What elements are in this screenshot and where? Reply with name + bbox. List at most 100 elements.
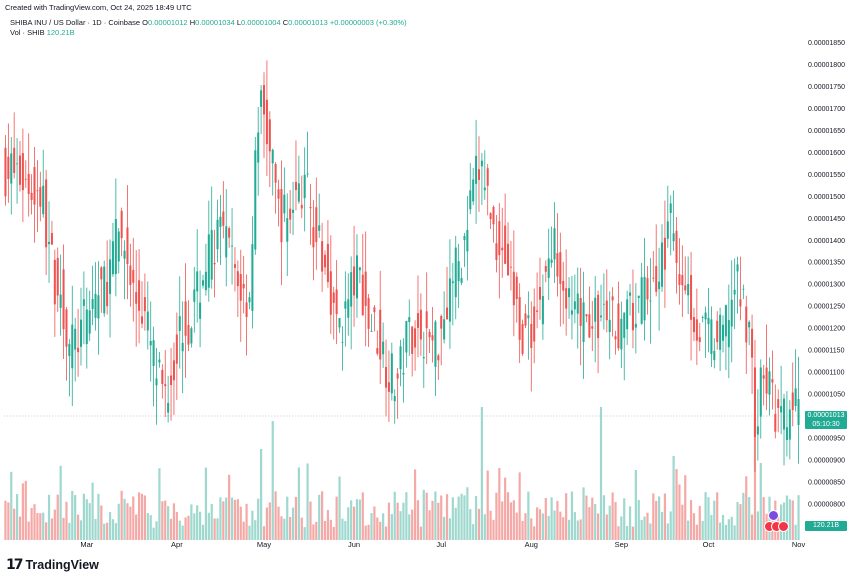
candle-body [727, 320, 730, 348]
candle-body [300, 204, 303, 209]
tradingview-brand[interactable]: 17 TradingView [6, 556, 99, 574]
candle-body [350, 272, 353, 307]
volume-bar [7, 502, 10, 540]
candle-body [77, 347, 80, 353]
volume-bar [306, 463, 309, 540]
candle-body [53, 259, 56, 305]
volume-bar [193, 513, 196, 540]
candle-body [414, 328, 417, 348]
candle-body [681, 275, 684, 286]
candle-body [379, 309, 382, 360]
volume-bar [347, 507, 350, 540]
volume-bar [297, 467, 300, 540]
volume-bar [323, 520, 327, 540]
volume-bar [196, 505, 199, 540]
volume-bar [161, 501, 164, 540]
candle-body [559, 252, 562, 284]
volume-bar [585, 495, 588, 540]
volume-bar [759, 463, 762, 540]
event-icon[interactable] [768, 510, 779, 521]
candle-body [565, 288, 568, 309]
candle-body [550, 259, 553, 263]
volume-bar [649, 523, 652, 540]
volume-bar [434, 491, 437, 540]
volume-bar [454, 507, 457, 540]
last-price-tag: 0.00001013 05:10:30 [805, 411, 847, 429]
volume-bar [370, 513, 373, 540]
volume-bar [727, 519, 730, 540]
candle-body [521, 323, 524, 354]
candle-body [713, 350, 716, 361]
price-tick-label: 0.00001600 [808, 150, 845, 157]
candle-body [524, 313, 527, 326]
candle-body [254, 150, 257, 250]
candle-body [745, 306, 748, 343]
volume-bar [634, 470, 637, 540]
volume-bar [596, 513, 600, 540]
volume-bar [248, 525, 251, 540]
candle-body [65, 309, 68, 347]
time-tick-label: Oct [703, 540, 716, 549]
price-tick-label: 0.00001550 [808, 172, 845, 179]
candle-body [207, 234, 210, 288]
volume-bar [283, 518, 286, 540]
volume-bar [562, 517, 565, 540]
volume-bar [15, 494, 19, 540]
candle-body [129, 265, 132, 285]
volume-bar [425, 492, 428, 540]
price-tick-label: 0.00000900 [808, 457, 845, 464]
candle-body [172, 360, 175, 381]
candle-body [277, 189, 280, 199]
volume-bar [565, 493, 568, 540]
price-tick-label: 0.00000800 [808, 501, 845, 508]
volume-bar [785, 495, 789, 540]
candle-body [637, 295, 640, 299]
volume-bar [33, 504, 36, 540]
candle-body [640, 277, 643, 324]
candle-body [416, 313, 419, 328]
candle-body [233, 264, 236, 268]
time-tick-label: Aug [525, 540, 538, 549]
volume-bar [181, 525, 184, 540]
volume-bar [463, 495, 466, 540]
volume-bar [457, 496, 460, 540]
candle-body [21, 153, 24, 191]
candle-body [547, 258, 550, 278]
volume-bar [591, 497, 594, 540]
volume-bar [730, 516, 733, 540]
candle-body [79, 319, 83, 347]
volume-bar [518, 472, 521, 540]
event-icon[interactable] [778, 521, 789, 532]
candle-body [515, 276, 518, 300]
candle-body [222, 211, 225, 226]
candle-body [530, 323, 533, 348]
candle-body [692, 317, 695, 333]
volume-bar [13, 508, 16, 540]
volume-bar [753, 414, 757, 540]
volume-bar [437, 502, 440, 540]
volume-bar [332, 526, 335, 540]
candle-body [408, 317, 411, 323]
candle-body [501, 247, 504, 251]
volume-bar [416, 500, 420, 540]
candle-body [390, 353, 393, 394]
price-tick-label: 0.00001700 [808, 106, 845, 113]
candle-body [199, 302, 202, 319]
volume-bar [399, 511, 402, 540]
volume-bar [689, 500, 693, 540]
volume-bar [59, 465, 62, 540]
volume-bar [550, 497, 553, 540]
candle-body [91, 298, 94, 310]
volume-bar [567, 519, 571, 540]
candle-body [329, 271, 332, 315]
candle-body [315, 207, 318, 243]
candle-body [443, 319, 446, 340]
volume-bar [245, 503, 248, 540]
candle-body [611, 296, 614, 301]
time-tick-label: Jun [348, 540, 360, 549]
volume-bar [611, 492, 614, 540]
volume-bar [384, 526, 388, 540]
volume-bar [152, 527, 155, 540]
candle-body [556, 253, 559, 277]
